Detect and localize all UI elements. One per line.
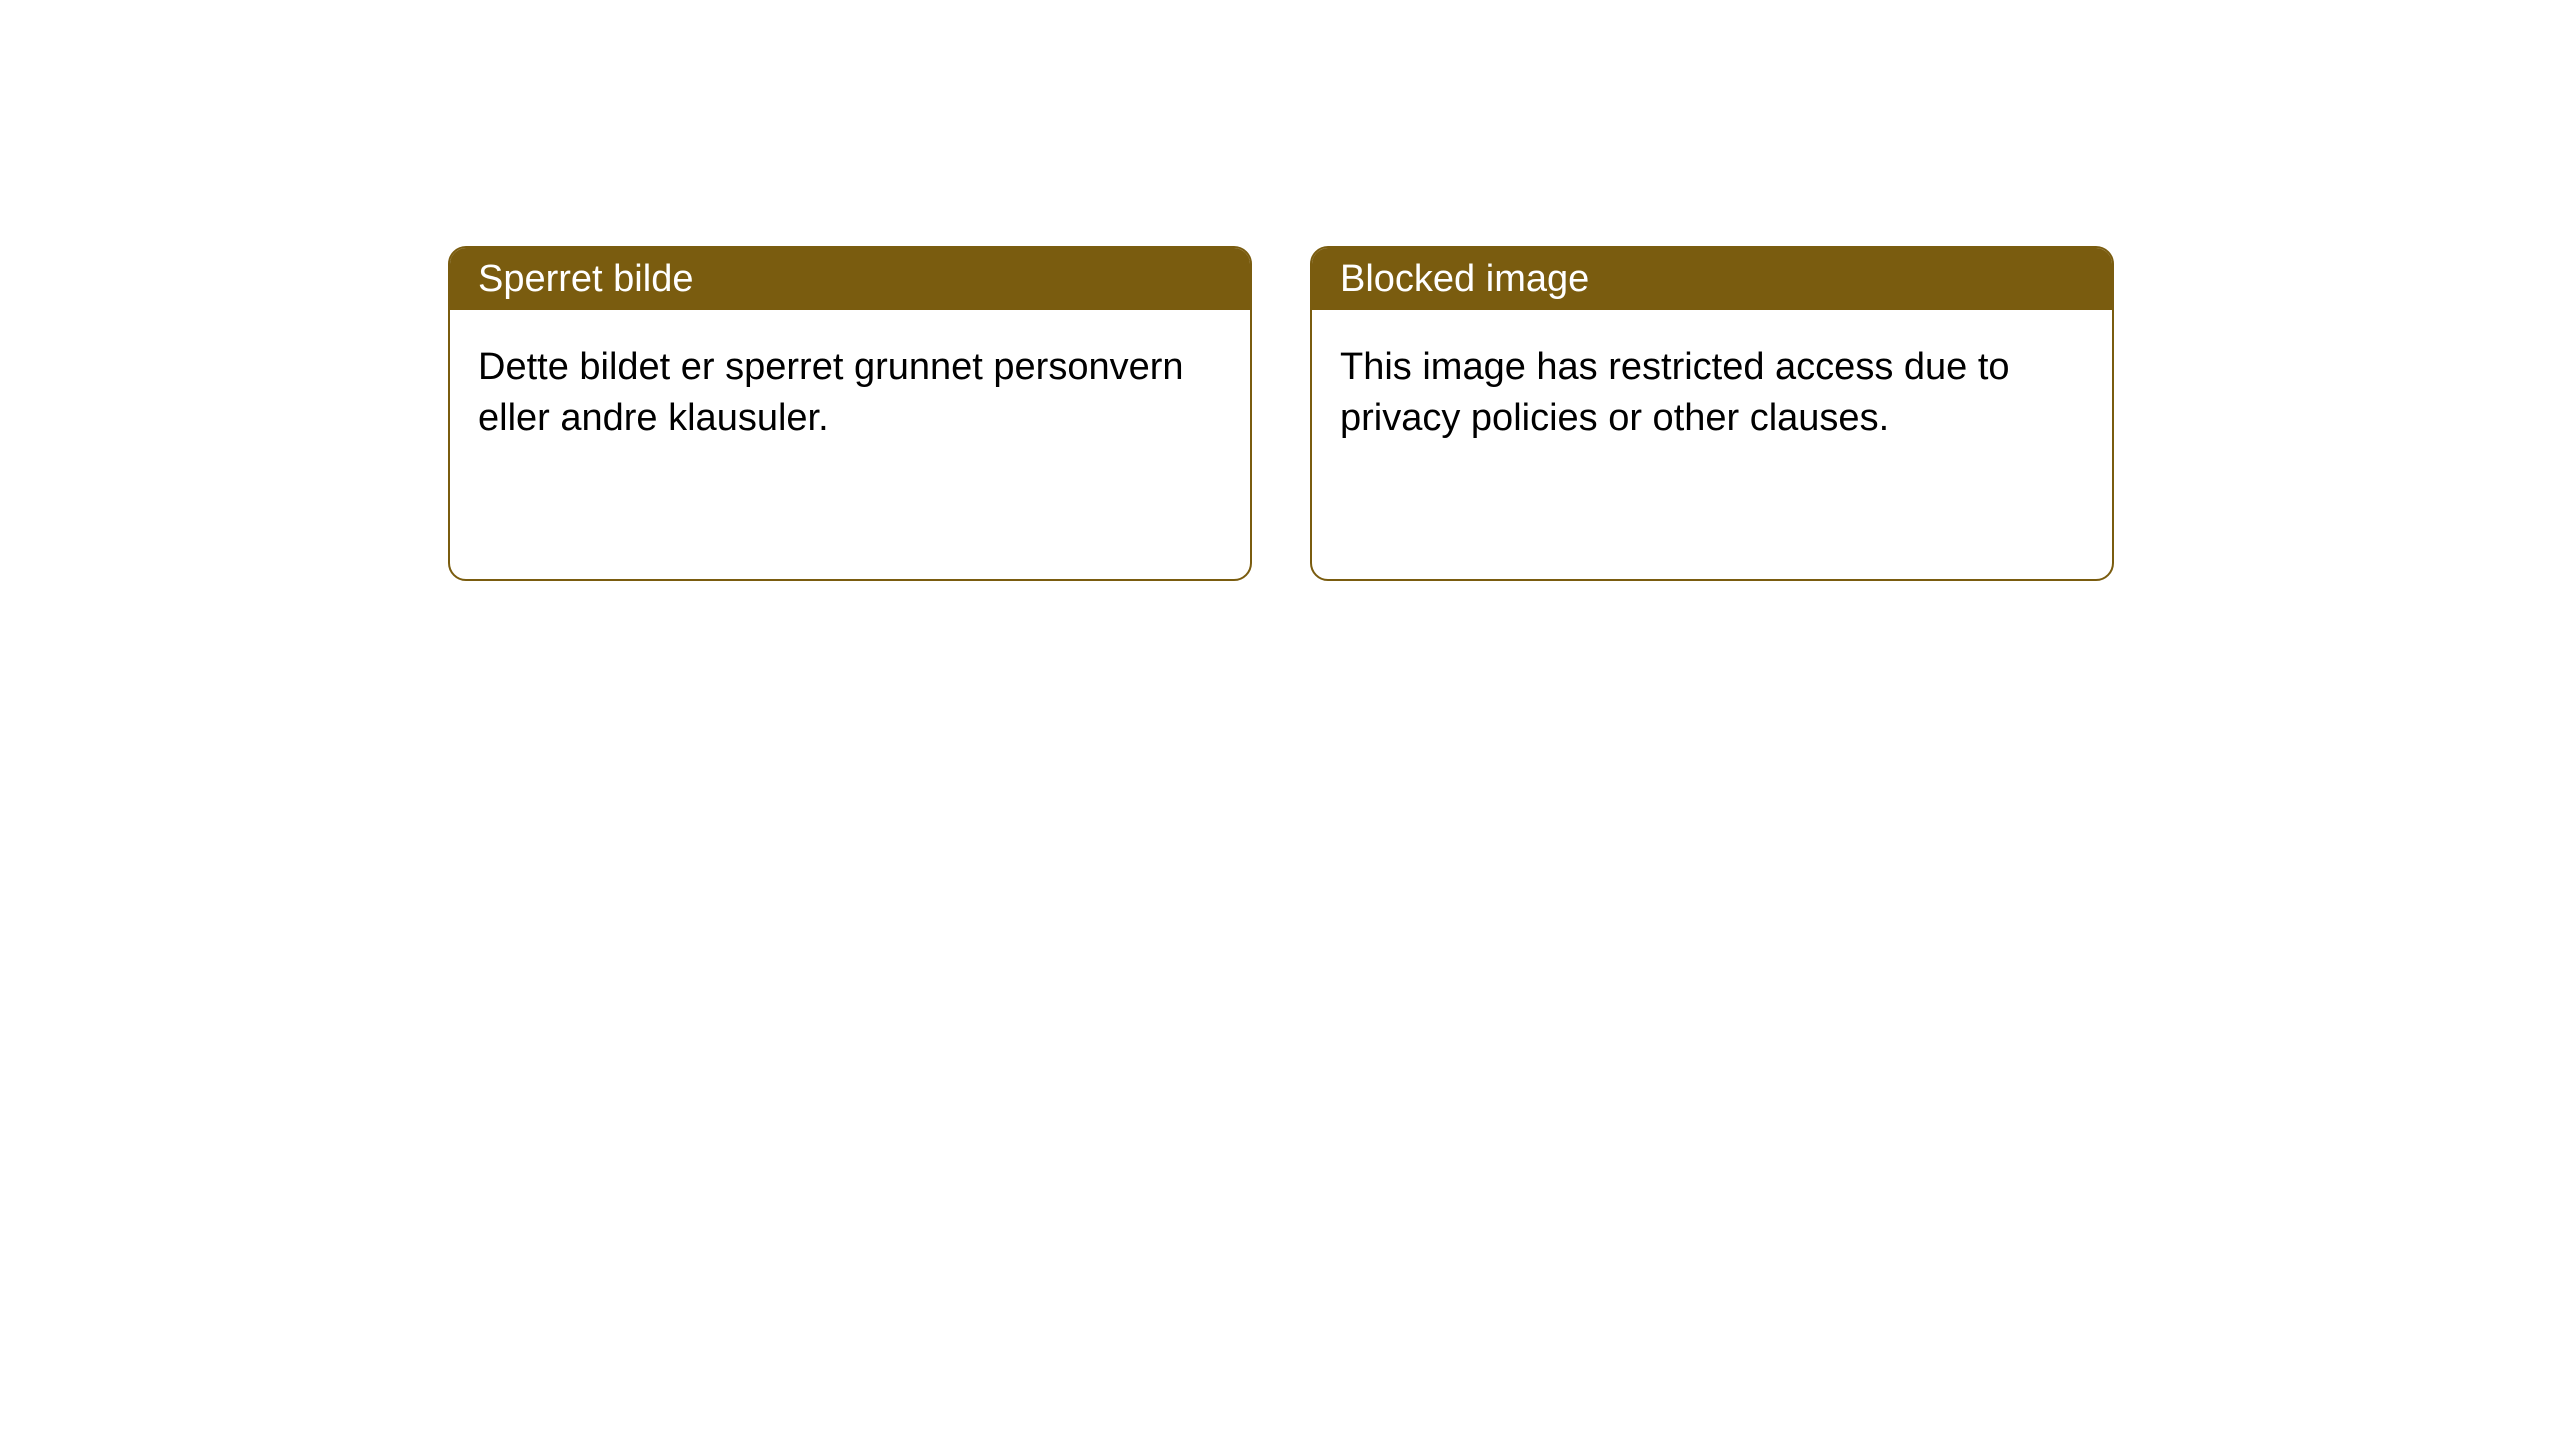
notice-title: Blocked image xyxy=(1312,248,2112,310)
notice-body-text: Dette bildet er sperret grunnet personve… xyxy=(450,310,1250,477)
notice-box-english: Blocked image This image has restricted … xyxy=(1310,246,2114,581)
notice-body-text: This image has restricted access due to … xyxy=(1312,310,2112,477)
notice-box-norwegian: Sperret bilde Dette bildet er sperret gr… xyxy=(448,246,1252,581)
notice-container: Sperret bilde Dette bildet er sperret gr… xyxy=(0,0,2560,581)
notice-title: Sperret bilde xyxy=(450,248,1250,310)
